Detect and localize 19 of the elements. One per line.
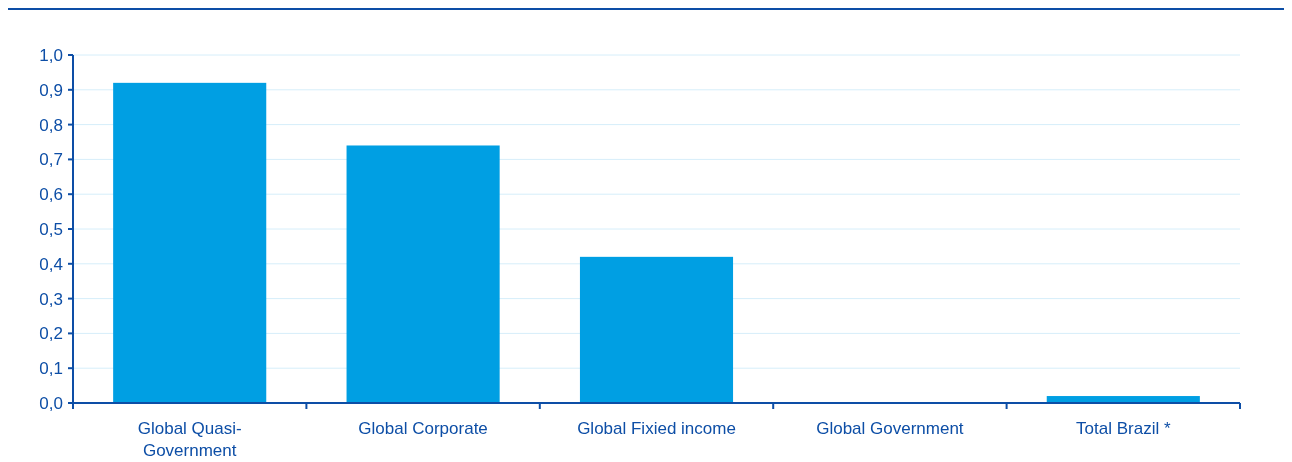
y-tick-label: 0,5 — [39, 219, 63, 239]
y-tick-label: 0,3 — [39, 289, 63, 309]
x-tick-label: Global Quasi-Government — [137, 419, 242, 460]
bar — [579, 256, 734, 403]
x-tick-label: Global Corporate — [358, 419, 488, 438]
y-tick-label: 0,4 — [39, 254, 63, 274]
x-tick-label: Total Brazil * — [1076, 419, 1171, 438]
y-tick-label: 0,6 — [39, 185, 63, 205]
y-tick-label: 0,7 — [39, 150, 63, 170]
bar — [346, 145, 500, 403]
y-tick-label: 1,0 — [39, 45, 63, 65]
y-tick-label: 0,8 — [39, 115, 63, 135]
x-tick-label: Global Government — [816, 419, 964, 438]
y-tick-label: 0,2 — [39, 324, 63, 344]
y-tick-label: 0,1 — [39, 359, 63, 379]
x-tick-label: Global Fixied income — [577, 419, 736, 438]
y-tick-label: 0,9 — [39, 80, 63, 100]
bar — [113, 82, 267, 403]
y-tick-label: 0,0 — [39, 393, 63, 413]
